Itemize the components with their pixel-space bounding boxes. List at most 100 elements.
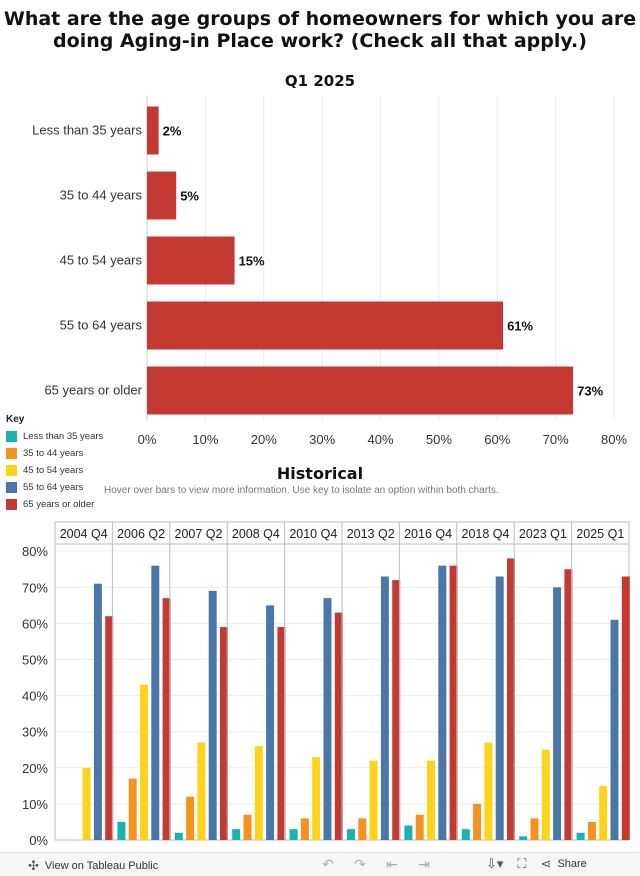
bar-2016-q4-45-to-54-years	[427, 760, 435, 840]
bar-45-to-54-years	[147, 236, 235, 285]
legend-swatch	[6, 448, 17, 459]
bar-2008-q4-35-to-44-years	[243, 814, 252, 840]
bar-value-label: 15%	[239, 254, 265, 269]
bar-2007-q2-45-to-54-years	[197, 742, 206, 840]
share-button[interactable]: Share	[557, 858, 587, 870]
panel-header-label: 2025 Q1	[576, 527, 624, 541]
bar-2018-q4-35-to-44-years	[473, 803, 482, 840]
legend-swatch	[6, 482, 17, 493]
panel-header-label: 2007 Q2	[175, 527, 223, 541]
bar-2016-q4-less-than-35-years	[404, 825, 413, 840]
current-age-groups-chart: 0% 10% 20% 30% 40% 50% 60% 70% 80% Less than 35 y…	[32, 96, 627, 447]
legend-item-65-or-older[interactable]: 65 years or older	[6, 496, 126, 513]
bar-2018-q4-65-years-or-older	[507, 558, 515, 840]
legend-label: 55 to 64 years	[23, 482, 84, 493]
bar-2023-q1-less-than-35-years	[519, 836, 528, 840]
bar-2016-q4-65-years-or-older	[449, 565, 458, 840]
panel-header-label: 2016 Q4	[404, 527, 452, 541]
bar-2004-q4-45-to-54-years	[82, 767, 91, 840]
view-on-tableau-link[interactable]: ✣ View on Tableau Public	[28, 858, 158, 874]
bar-2006-q2-45-to-54-years	[140, 684, 148, 840]
historical-note: Hover over bars to view more information…	[104, 485, 499, 496]
y-tick-label: 70%	[22, 580, 48, 595]
toolbar-actions: ⇩▾ ⛶ ⋖ Share	[486, 856, 587, 872]
bar-value-label: 5%	[180, 189, 199, 204]
revert-icon[interactable]: ⇤	[386, 856, 398, 872]
bar-2025-q1-45-to-54-years	[599, 785, 608, 840]
panel-header-label: 2018 Q4	[462, 527, 510, 541]
x-tick-label: 10%	[192, 432, 218, 447]
legend-title: Key	[6, 414, 25, 425]
bar-2008-q4-less-than-35-years	[232, 829, 241, 840]
view-on-tableau-label: View on Tableau Public	[44, 860, 159, 872]
bar-2010-q4-65-years-or-older	[334, 612, 343, 840]
legend-item-55-to-64[interactable]: 55 to 64 years	[6, 479, 126, 496]
bar-2008-q4-45-to-54-years	[254, 746, 263, 840]
bar-2013-q2-less-than-35-years	[347, 829, 355, 840]
bar-2010-q4-55-to-64-years	[323, 598, 332, 840]
panel-header-label: 2010 Q4	[289, 527, 337, 541]
bar-value-label: 73%	[577, 384, 603, 399]
x-tick-label: 70%	[543, 432, 569, 447]
bar-2013-q2-45-to-54-years	[369, 760, 378, 840]
bar-2018-q4-less-than-35-years	[461, 829, 470, 840]
bar-2006-q2-65-years-or-older	[162, 598, 171, 840]
bar-2023-q1-45-to-54-years	[541, 749, 550, 840]
historical-title: Historical	[276, 464, 364, 483]
legend-label: Less than 35 years	[23, 431, 104, 442]
panel-header-label: 2013 Q2	[347, 527, 395, 541]
tableau-icon: ✣	[28, 858, 39, 873]
panel-header-label: 2006 Q2	[117, 527, 165, 541]
y-category-label: 65 years or older	[44, 383, 142, 398]
bar-2013-q2-55-to-64-years	[380, 576, 389, 840]
bar-2025-q1-less-than-35-years	[576, 832, 585, 840]
bar-2023-q1-35-to-44-years	[530, 818, 539, 840]
legend-item-35-to-44[interactable]: 35 to 44 years	[6, 445, 126, 462]
legend-label: 65 years or older	[23, 499, 95, 510]
bar-2004-q4-65-years-or-older	[105, 616, 114, 840]
undo-icon[interactable]: ↶	[322, 856, 334, 872]
bar-55-to-64-years	[147, 301, 504, 350]
bar-2008-q4-55-to-64-years	[266, 605, 275, 840]
bar-2018-q4-45-to-54-years	[484, 742, 493, 840]
bar-2007-q2-55-to-64-years	[208, 590, 217, 840]
bar-2007-q2-35-to-44-years	[186, 796, 195, 840]
bar-2016-q4-35-to-44-years	[415, 814, 424, 840]
bar-2013-q2-65-years-or-older	[392, 580, 401, 840]
bar-2010-q4-45-to-54-years	[312, 756, 321, 840]
bar-2008-q4-65-years-or-older	[277, 627, 286, 840]
x-tick-label: 80%	[601, 432, 627, 447]
y-category-label: 55 to 64 years	[60, 318, 143, 333]
bar-less-than-35-years	[147, 106, 159, 155]
bar-2023-q1-55-to-64-years	[553, 587, 562, 840]
bar-35-to-44-years	[147, 171, 177, 220]
y-category-label: Less than 35 years	[32, 123, 142, 138]
forward-icon[interactable]: ⇥	[418, 856, 430, 872]
x-tick-label: 60%	[484, 432, 510, 447]
tableau-toolbar: ✣ View on Tableau Public ↶ ↷ ⇤ ⇥ ⇩▾ ⛶ ⋖ …	[0, 852, 640, 876]
legend-label: 45 to 54 years	[23, 465, 84, 476]
download-icon[interactable]: ⇩▾	[486, 856, 504, 871]
chart-subtitle: Q1 2025	[284, 72, 356, 90]
bar-65-years-or-older	[147, 366, 574, 415]
bar-2010-q4-35-to-44-years	[300, 818, 309, 840]
toolbar-history-controls: ↶ ↷ ⇤ ⇥	[312, 856, 440, 873]
share-icon[interactable]: ⋖	[540, 856, 552, 871]
redo-icon[interactable]: ↷	[354, 856, 366, 872]
bar-value-label: 2%	[163, 124, 182, 139]
bar-value-label: 61%	[507, 319, 533, 334]
bar-2010-q4-less-than-35-years	[289, 829, 298, 840]
panel-header-label: 2023 Q1	[519, 527, 567, 541]
bar-2006-q2-less-than-35-years	[117, 821, 126, 840]
legend-label: 35 to 44 years	[23, 448, 84, 459]
legend-item-45-to-54[interactable]: 45 to 54 years	[6, 462, 126, 479]
bar-2025-q1-35-to-44-years	[587, 821, 596, 840]
y-tick-label: 60%	[22, 616, 48, 631]
legend-item-less-than-35[interactable]: Less than 35 years	[6, 428, 126, 445]
fullscreen-icon[interactable]: ⛶	[517, 856, 527, 871]
y-tick-label: 0%	[29, 833, 48, 848]
bar-2016-q4-55-to-64-years	[438, 565, 447, 840]
bar-2007-q2-less-than-35-years	[174, 832, 183, 840]
x-tick-label: 20%	[251, 432, 277, 447]
bar-2007-q2-65-years-or-older	[220, 627, 228, 840]
